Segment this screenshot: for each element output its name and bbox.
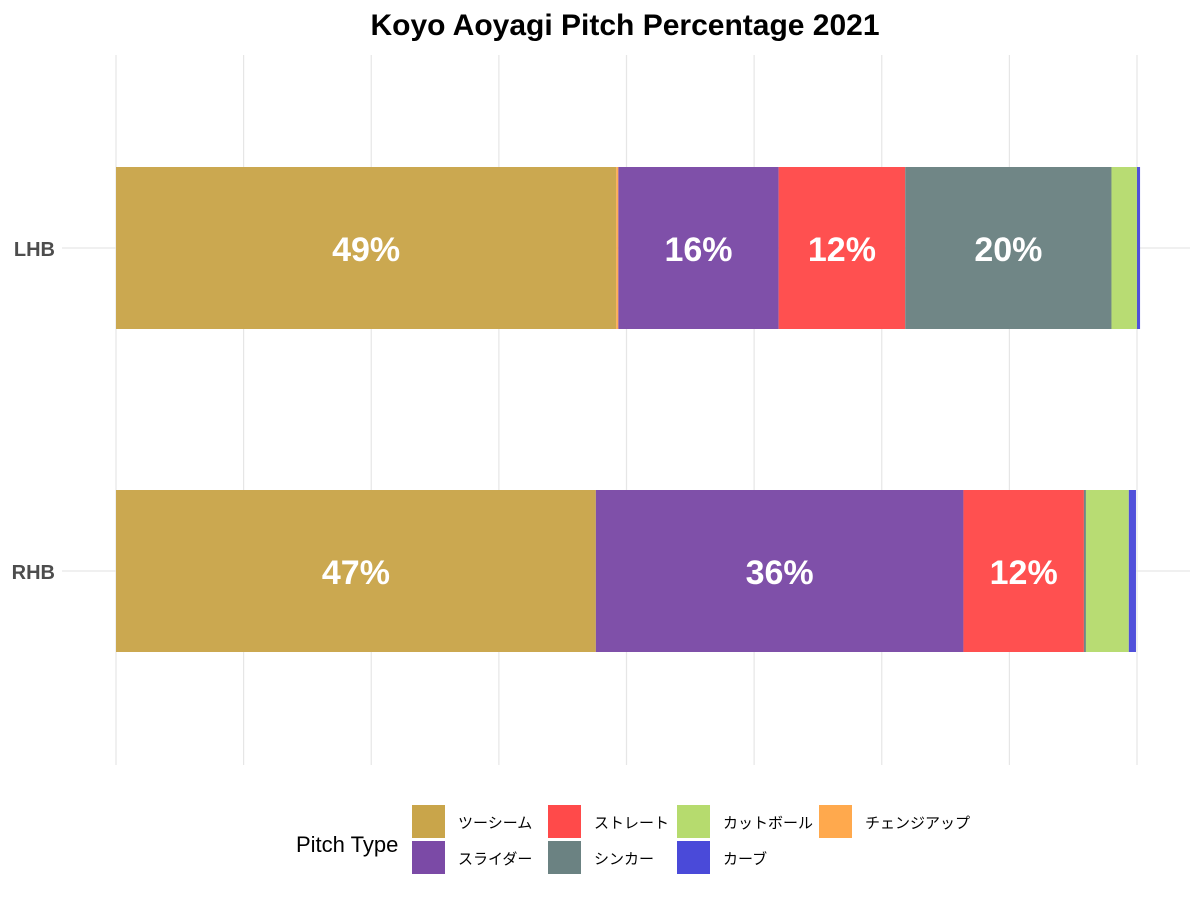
bar-segment: [595, 490, 964, 652]
legend-key: [548, 841, 581, 874]
bar-data-label: 12%: [990, 554, 1058, 592]
bar-segment: [1085, 490, 1129, 652]
bar-data-label: 36%: [746, 554, 814, 592]
legend-key: [677, 805, 710, 838]
legend-key: [819, 805, 852, 838]
bar-segment: [963, 490, 1084, 652]
y-tick-label: LHB: [14, 239, 55, 261]
legend-label: チェンジアップ: [865, 814, 970, 832]
legend-title: Pitch Type: [296, 832, 398, 857]
bars: [116, 167, 1141, 652]
bar-segment: [618, 167, 779, 329]
legend-key: [548, 805, 581, 838]
bar-segment: [616, 167, 619, 329]
legend-label: スライダー: [458, 850, 532, 868]
grid: [62, 55, 1190, 765]
bar-data-label: 47%: [322, 554, 390, 592]
legend-key: [412, 805, 445, 838]
legend-key: [412, 841, 445, 874]
bar-data-label: 20%: [974, 231, 1042, 269]
bar-segment: [1111, 167, 1137, 329]
legend-label: ツーシーム: [458, 814, 532, 832]
bar-segment: [905, 167, 1112, 329]
bar-segment: [778, 167, 906, 329]
data-labels: 49% 16% 12% 20% 47% 36% 12%: [322, 231, 1058, 592]
bar-segment: [1128, 490, 1136, 652]
legend-key: [677, 841, 710, 874]
bar-data-label: 49%: [332, 231, 400, 269]
bar-segment: [116, 167, 617, 329]
bar-data-label: 12%: [808, 231, 876, 269]
legend-label: カーブ: [723, 850, 767, 868]
bar-segment: [1137, 167, 1141, 329]
bar-segment: [1083, 490, 1086, 652]
bar-segment: [116, 490, 596, 652]
y-axis: LHB RHB: [12, 239, 55, 584]
legend-label: カットボール: [723, 814, 813, 832]
legend-label: ストレート: [594, 814, 669, 832]
bar-data-label: 16%: [664, 231, 732, 269]
y-tick-label: RHB: [12, 562, 55, 584]
chart-title: Koyo Aoyagi Pitch Percentage 2021: [370, 9, 879, 42]
legend-label: シンカー: [594, 850, 654, 868]
